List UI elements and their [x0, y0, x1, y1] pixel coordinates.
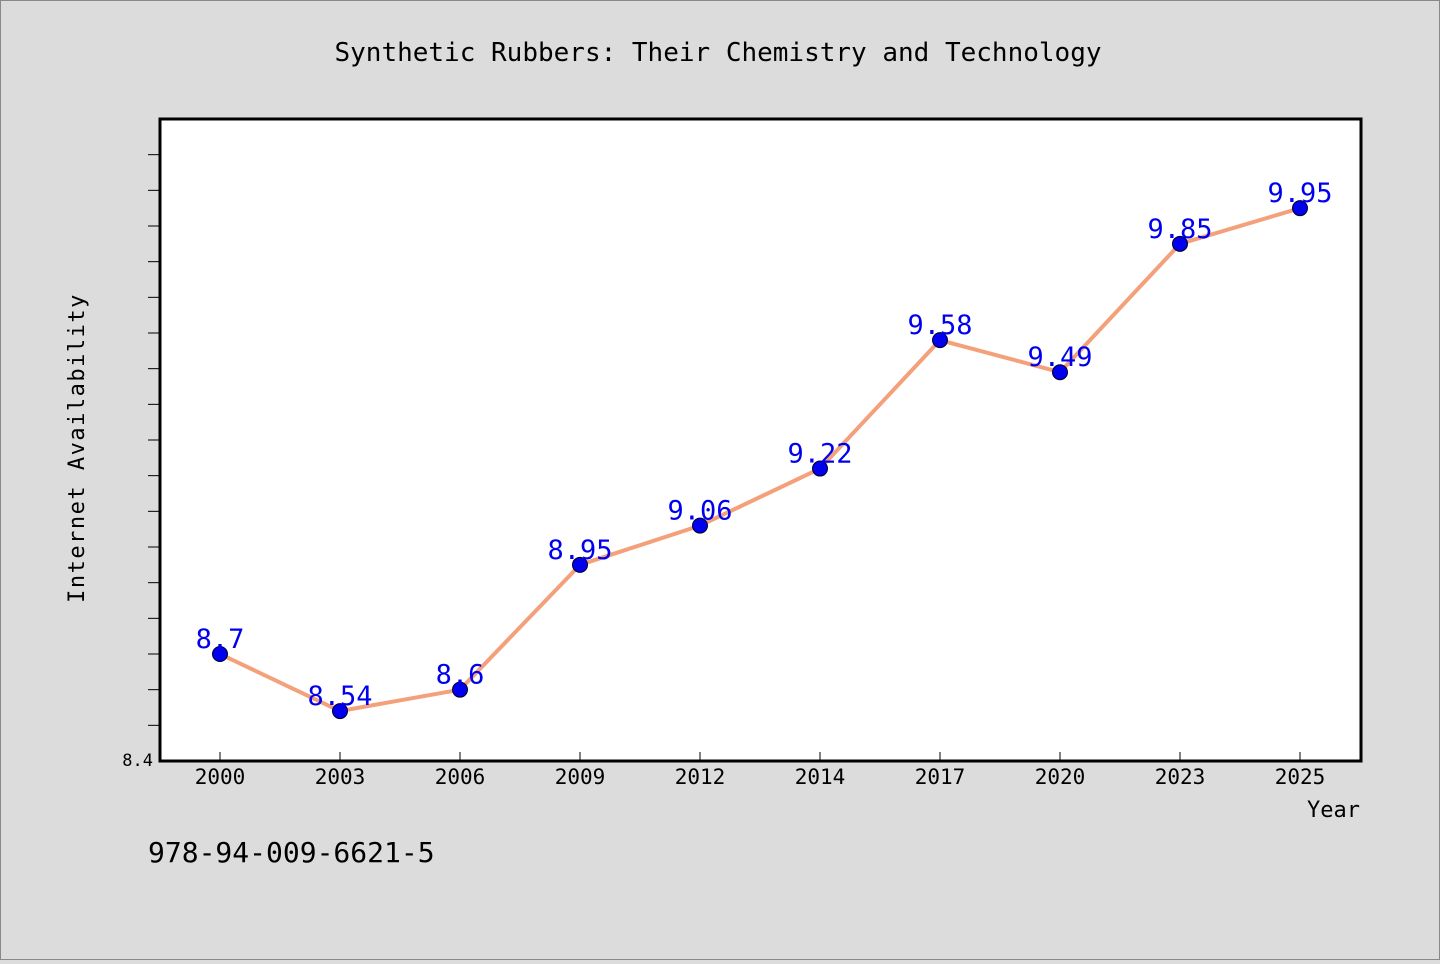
- marker-layer: [212, 200, 1308, 720]
- x-tick-label: 2012: [675, 765, 726, 789]
- data-label: 8.95: [547, 535, 612, 566]
- data-label: 9.58: [907, 310, 972, 341]
- data-point-marker: [332, 703, 348, 720]
- data-point-marker: [932, 332, 948, 349]
- data-label: 8.7: [196, 624, 245, 655]
- x-tick-label: 2009: [555, 765, 606, 789]
- series-layer: [218, 206, 1302, 714]
- x-tick-label: 2006: [435, 765, 486, 789]
- series-line: [218, 206, 1302, 714]
- data-label: 9.49: [1027, 342, 1092, 373]
- isbn-annotation: 978-94-009-6621-5: [148, 836, 435, 869]
- data-label: 9.85: [1147, 214, 1212, 245]
- data-label: 9.95: [1267, 178, 1332, 209]
- x-tick-label: 2017: [915, 765, 966, 789]
- data-point-marker: [572, 556, 588, 573]
- x-tick-label: 2014: [795, 765, 846, 789]
- data-label: 9.22: [787, 439, 852, 470]
- data-point-marker: [1292, 200, 1308, 217]
- x-tick-label: 2000: [195, 765, 246, 789]
- chart-title: Synthetic Rubbers: Their Chemistry and T…: [334, 38, 1101, 68]
- data-label: 8.6: [436, 660, 485, 691]
- data-point-marker: [1052, 364, 1068, 381]
- data-label-layer: 8.7 8.54 8.6 8.95 9.06 9.22 9.58 9.49 9.85 9.95: [196, 178, 1333, 712]
- x-axis-label: Year: [1307, 798, 1360, 823]
- data-point-marker: [812, 460, 828, 477]
- x-axis-ticks: 2000 2003 2006 2009 2012 2014 2017 2020 2023 2025: [195, 752, 1326, 789]
- x-tick-label: 2003: [315, 765, 366, 789]
- y-axis-ticks: [148, 154, 160, 726]
- y-tick-label: 8.4: [122, 751, 153, 771]
- data-point-marker: [1172, 235, 1188, 252]
- data-point-marker: [692, 517, 708, 534]
- data-point-marker: [212, 646, 228, 662]
- data-label: 8.54: [307, 681, 372, 712]
- x-tick-label: 2020: [1035, 765, 1086, 789]
- data-point-marker: [452, 681, 468, 698]
- plot-area: [158, 117, 1363, 763]
- y-axis-label: Internet Availability: [65, 293, 90, 603]
- x-tick-label: 2025: [1275, 765, 1326, 789]
- data-label: 9.06: [667, 496, 732, 527]
- x-tick-label: 2023: [1155, 765, 1206, 789]
